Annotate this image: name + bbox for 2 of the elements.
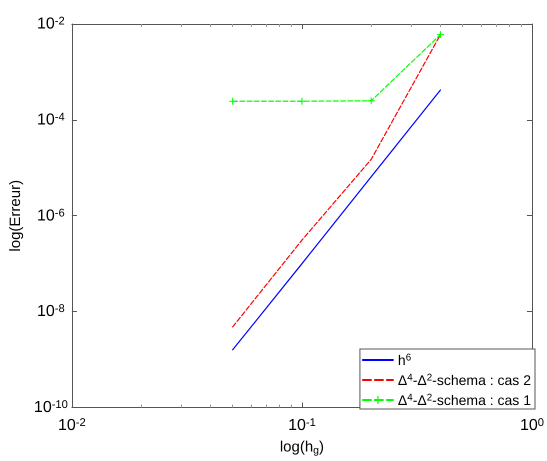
line-series	[232, 89, 442, 350]
y-axis-title: log(Erreur)	[7, 180, 24, 252]
